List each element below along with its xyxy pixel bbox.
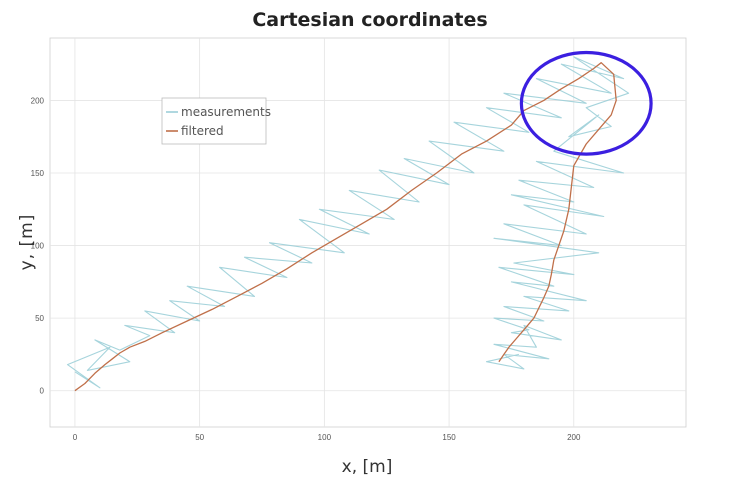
legend-label-measurements: measurements — [181, 105, 271, 119]
plot-frame — [49, 37, 687, 428]
plot-area: 0 50 100 150 200 0 50 100 150 200 — [31, 37, 687, 442]
series-line-filtered — [74, 62, 617, 392]
y-tick-label: 0 — [40, 387, 45, 396]
y-tick-label: 100 — [31, 242, 45, 251]
x-tick-label: 100 — [318, 433, 332, 442]
y-tick-label: 150 — [31, 169, 45, 178]
x-tick-label: 200 — [567, 433, 581, 442]
x-tick-label: 150 — [442, 433, 456, 442]
legend: measurements filtered — [161, 97, 271, 145]
legend-label-filtered: filtered — [181, 124, 224, 138]
y-tick-label: 200 — [31, 96, 45, 105]
y-axis-label: y, [m] — [17, 214, 37, 271]
chart-title: Cartesian coordinates — [252, 9, 487, 31]
x-tick-label: 50 — [195, 433, 204, 442]
series-line-measurements — [66, 56, 630, 389]
y-tick-label: 50 — [35, 314, 44, 323]
legend-box — [161, 97, 267, 145]
annotation-ellipse — [519, 50, 653, 156]
x-axis-label: x, [m] — [342, 457, 393, 477]
x-tick-label: 0 — [73, 433, 78, 442]
